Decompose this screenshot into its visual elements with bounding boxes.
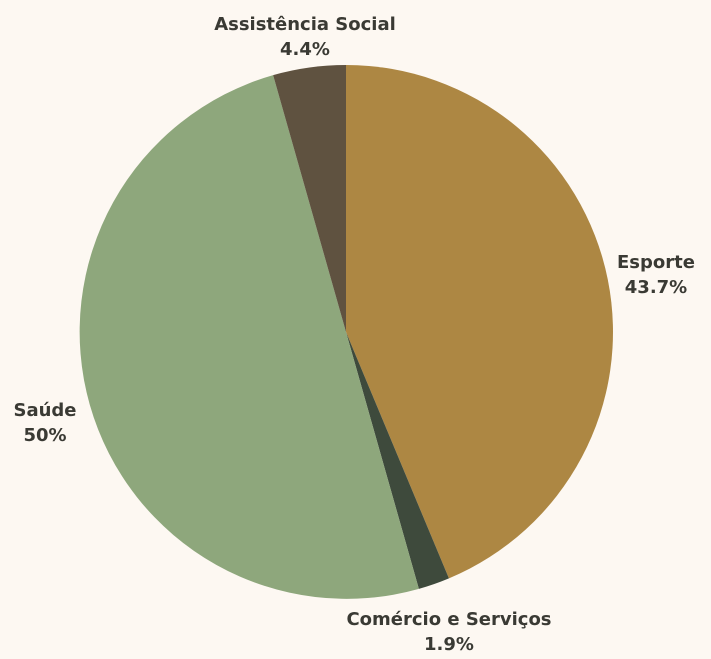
- slice-value-esporte: 43.7%: [625, 277, 687, 298]
- slice-label-assistencia-social: Assistência Social: [214, 14, 396, 35]
- pie-slice-assistencia-social: [273, 65, 346, 332]
- slice-value-saude: 50%: [23, 425, 66, 446]
- pie-slice-esporte: [346, 65, 613, 579]
- slices-layer: [79, 65, 613, 599]
- slice-value-comercio-e-servicos: 1.9%: [424, 634, 474, 655]
- slice-label-comercio-e-servicos: Comércio e Serviços: [346, 609, 551, 630]
- slice-label-esporte: Esporte: [617, 252, 695, 273]
- slice-label-saude: Saúde: [13, 400, 76, 421]
- slice-value-assistencia-social: 4.4%: [280, 39, 330, 60]
- labels-layer: Esporte 43.7% Comércio e Serviços 1.9% Saúde…: [13, 14, 694, 655]
- pie-slice-comercio-e-servicos: [346, 332, 449, 589]
- pie-slice-saude: [79, 75, 419, 599]
